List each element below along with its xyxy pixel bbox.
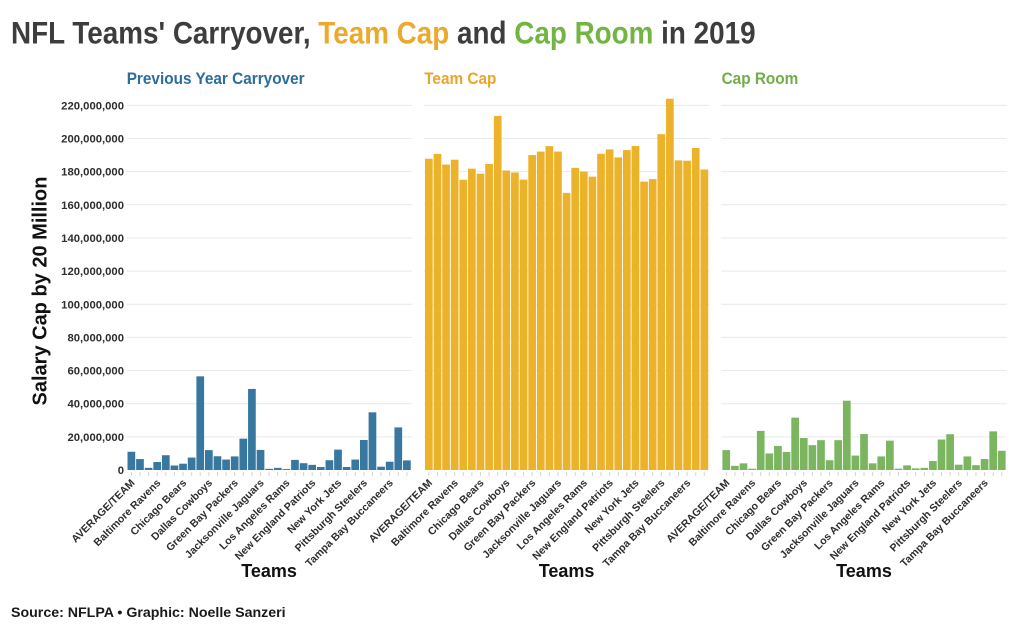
svg-text:40,000,000: 40,000,000 [67, 399, 124, 411]
svg-text:60,000,000: 60,000,000 [67, 366, 124, 378]
svg-text:NFL Teams' Carryover, Team Cap: NFL Teams' Carryover, Team Cap and Cap R… [11, 16, 756, 51]
svg-text:220,000,000: 220,000,000 [61, 100, 124, 112]
svg-text:120,000,000: 120,000,000 [61, 266, 124, 278]
svg-text:100,000,000: 100,000,000 [61, 299, 124, 311]
svg-text:Source: NFLPA • Graphic: Noell: Source: NFLPA • Graphic: Noelle Sanzeri [11, 605, 286, 621]
svg-text:20,000,000: 20,000,000 [67, 432, 124, 444]
svg-text:Teams: Teams [836, 561, 892, 581]
svg-text:160,000,000: 160,000,000 [61, 200, 124, 212]
svg-text:140,000,000: 140,000,000 [61, 233, 124, 245]
svg-text:Salary Cap by 20 Million: Salary Cap by 20 Million [30, 177, 52, 406]
svg-text:Team Cap: Team Cap [424, 71, 496, 89]
svg-text:0: 0 [118, 465, 124, 477]
svg-text:Teams: Teams [539, 561, 595, 581]
svg-text:Previous Year Carryover: Previous Year Carryover [127, 71, 305, 89]
svg-text:200,000,000: 200,000,000 [61, 134, 124, 146]
svg-text:Teams: Teams [241, 561, 297, 581]
svg-text:80,000,000: 80,000,000 [67, 332, 124, 344]
svg-text:Cap Room: Cap Room [722, 71, 799, 89]
svg-text:180,000,000: 180,000,000 [61, 167, 124, 179]
